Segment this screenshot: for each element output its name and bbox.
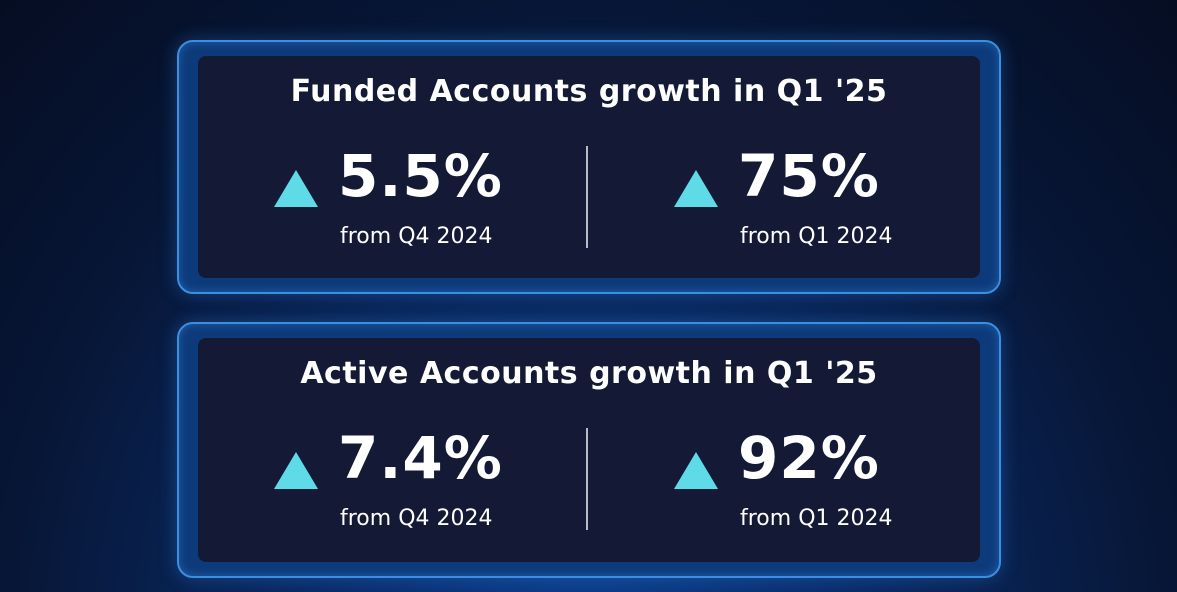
triangle-up-icon [274,452,318,489]
card-title: Funded Accounts growth in Q1 '25 [290,74,888,109]
stat-value: 75% [738,142,880,210]
divider [586,146,588,248]
stat-caption: from Q4 2024 [340,506,493,531]
stat-caption: from Q4 2024 [340,224,493,249]
stat-year-over-year: 75% from Q1 2024 [674,142,974,258]
divider [586,428,588,530]
active-accounts-card: Active Accounts growth in Q1 '25 7.4% fr… [177,322,1001,578]
stat-caption: from Q1 2024 [740,224,893,249]
triangle-up-icon [274,170,318,207]
stat-caption: from Q1 2024 [740,506,893,531]
stat-quarter-over-quarter: 5.5% from Q4 2024 [274,142,574,258]
funded-accounts-card: Funded Accounts growth in Q1 '25 5.5% fr… [177,40,1001,294]
triangle-up-icon [674,452,718,489]
stat-year-over-year: 92% from Q1 2024 [674,424,974,540]
card-title: Active Accounts growth in Q1 '25 [300,356,878,391]
triangle-up-icon [674,170,718,207]
card-inner: Active Accounts growth in Q1 '25 7.4% fr… [198,338,980,562]
stat-value: 5.5% [338,142,503,210]
stat-value: 92% [738,424,880,492]
stat-quarter-over-quarter: 7.4% from Q4 2024 [274,424,574,540]
stat-value: 7.4% [338,424,503,492]
card-inner: Funded Accounts growth in Q1 '25 5.5% fr… [198,56,980,278]
